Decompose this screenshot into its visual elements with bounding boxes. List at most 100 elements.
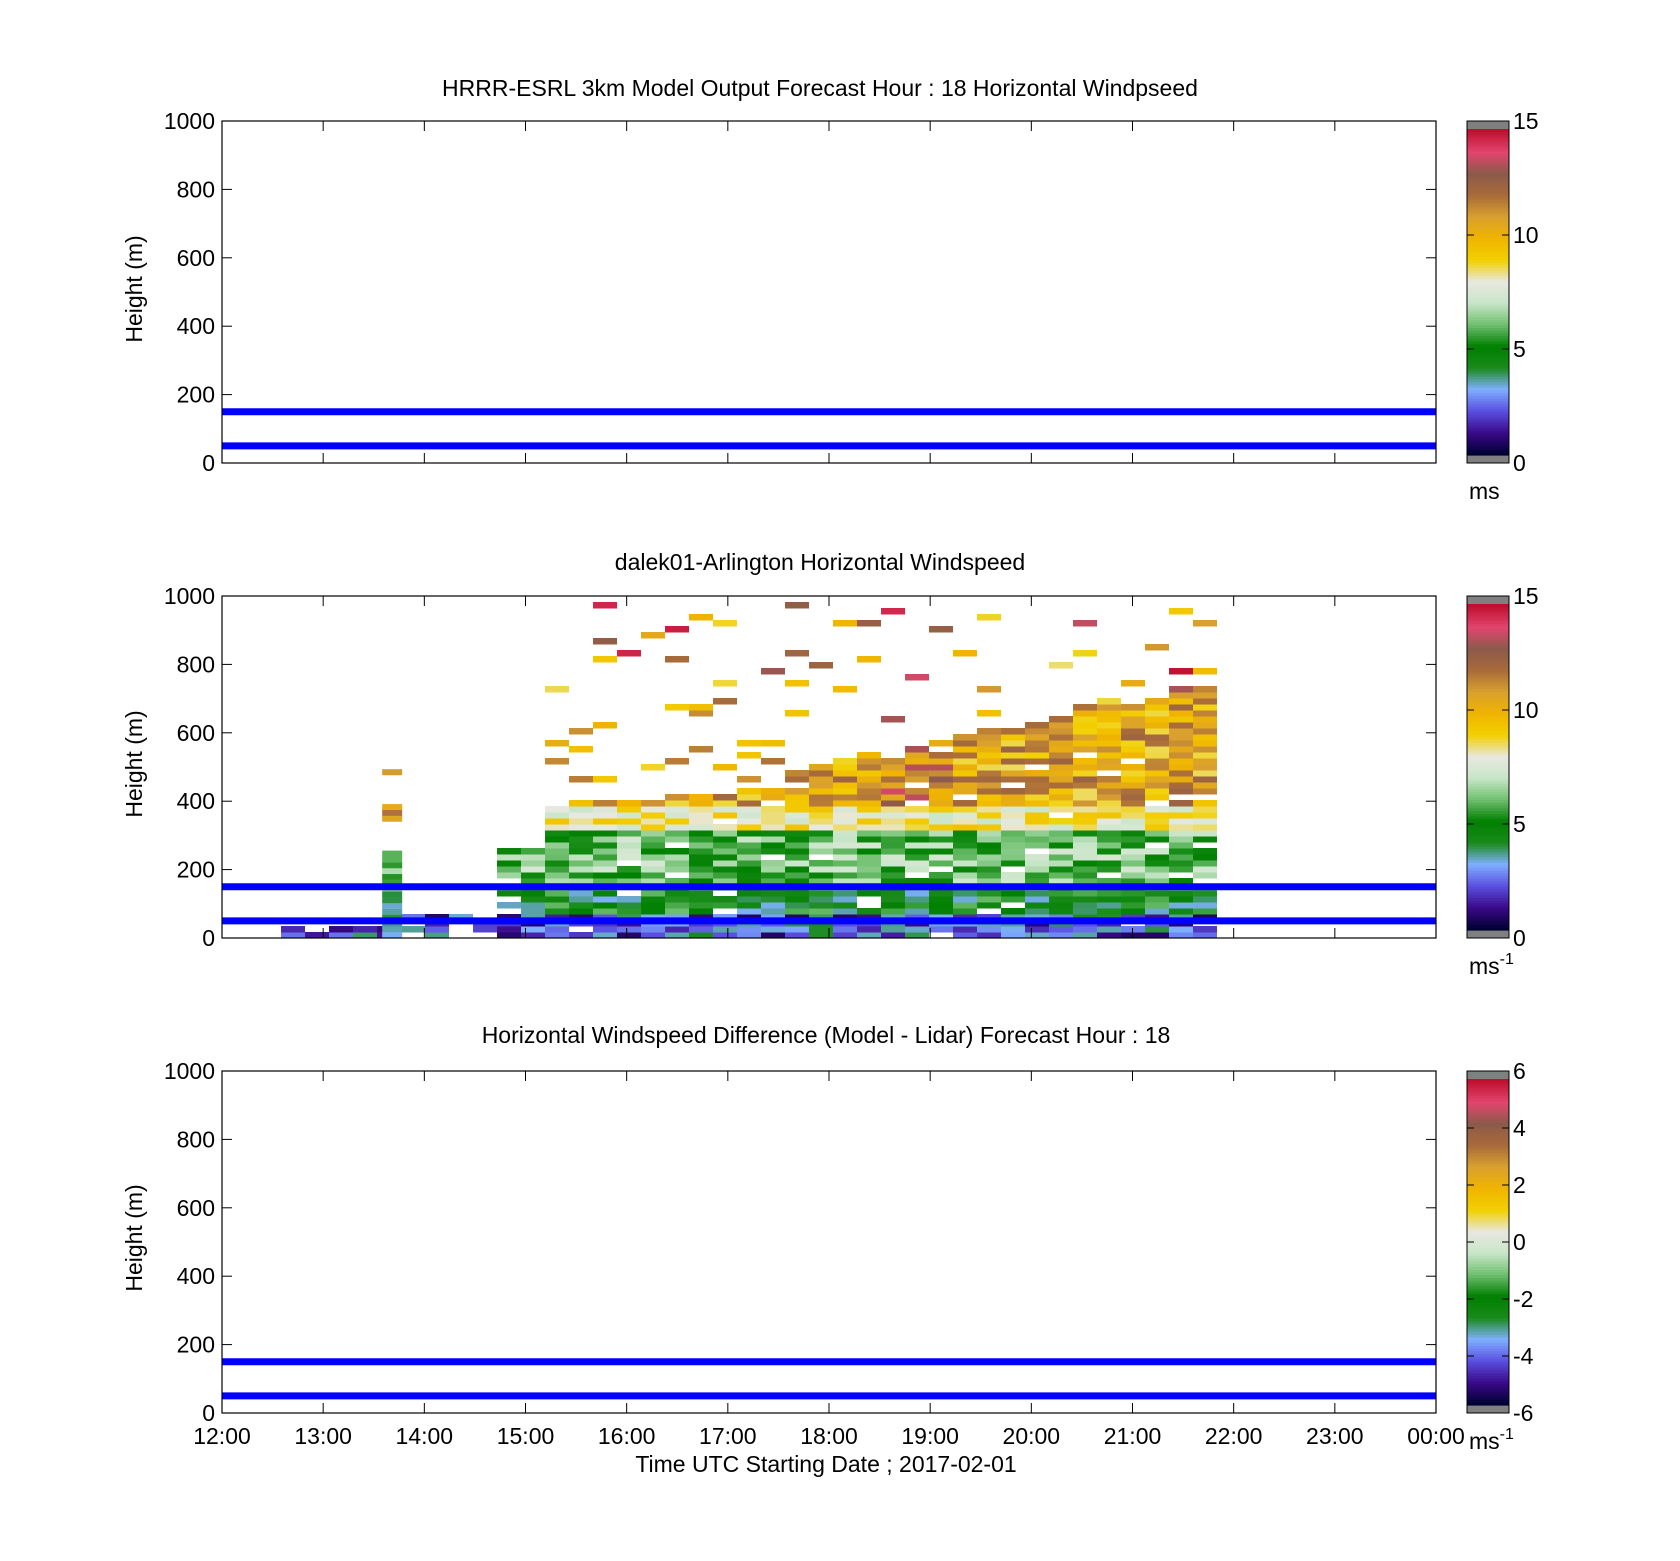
lidar-colorbar-segment <box>1467 919 1509 923</box>
lidar-data-cell <box>689 806 714 813</box>
lidar-data-cell <box>665 890 690 897</box>
diff-colorbar-segment <box>1467 1141 1509 1145</box>
lidar-y-tick-label: 0 <box>202 925 215 951</box>
lidar-data-cell <box>1025 758 1050 765</box>
lidar-data-cell <box>1169 800 1194 807</box>
lidar-data-cell <box>1001 848 1026 855</box>
lidar-data-cell <box>929 926 954 933</box>
lidar-data-cell <box>1169 848 1194 855</box>
lidar-colorbar-segment <box>1467 647 1509 651</box>
diff-plot-background <box>222 1071 1436 1413</box>
lidar-data-cell <box>761 872 786 879</box>
model-colorbar-segment <box>1467 327 1509 331</box>
lidar-data-cell <box>953 776 978 783</box>
lidar-data-cell <box>881 872 906 879</box>
lidar-data-cell <box>1169 704 1194 711</box>
lidar-data-cell <box>929 812 954 819</box>
lidar-data-cell <box>1121 848 1146 855</box>
lidar-data-cell <box>1193 908 1218 915</box>
lidar-data-cell <box>1193 728 1218 735</box>
lidar-data-cell <box>665 908 690 915</box>
lidar-data-cell <box>785 872 810 879</box>
lidar-colorbar-segment <box>1467 715 1509 719</box>
lidar-data-cell <box>881 776 906 783</box>
lidar-data-cell <box>425 914 450 921</box>
lidar-data-cell <box>977 710 1002 717</box>
lidar-data-cell <box>1121 806 1146 813</box>
lidar-colorbar-segment <box>1467 631 1509 635</box>
lidar-data-cell <box>737 752 762 759</box>
lidar-data-cell <box>1073 866 1098 873</box>
diff-colorbar-segment <box>1467 1108 1509 1113</box>
lidar-data-cell <box>881 764 906 771</box>
lidar-data-cell <box>737 878 762 885</box>
lidar-y-tick-label: 1000 <box>164 583 215 609</box>
lidar-data-cell <box>641 860 666 867</box>
model-colorbar-segment <box>1467 400 1509 404</box>
lidar-data-cell <box>1097 896 1122 903</box>
lidar-data-cell <box>1073 878 1098 885</box>
lidar-data-cell <box>689 794 714 801</box>
lidar-data-cell <box>665 824 690 831</box>
lidar-data-cell <box>1121 908 1146 915</box>
lidar-data-cell <box>833 824 858 831</box>
lidar-data-cell <box>809 788 834 795</box>
diff-colorbar-segment <box>1467 1168 1509 1172</box>
lidar-data-cell <box>977 818 1002 825</box>
lidar-colorbar-segment <box>1467 690 1509 695</box>
lidar-data-cell <box>737 896 762 903</box>
lidar-data-cell <box>497 848 522 855</box>
model-colorbar-segment <box>1467 183 1509 187</box>
lidar-data-cell <box>785 890 810 897</box>
lidar-data-cell <box>761 842 786 849</box>
lidar-data-cell <box>689 812 714 819</box>
lidar-colorbar-segment <box>1467 775 1509 779</box>
diff-colorbar-segment <box>1467 1111 1509 1115</box>
lidar-colorbar-segment <box>1467 921 1509 926</box>
model-colorbar-segment <box>1467 305 1509 309</box>
lidar-data-cell <box>1073 824 1098 831</box>
lidar-data-cell <box>382 908 403 915</box>
lidar-data-cell <box>713 764 738 771</box>
lidar-data-cell <box>1193 872 1218 879</box>
lidar-data-cell <box>689 926 714 933</box>
lidar-data-cell <box>977 932 1002 939</box>
lidar-data-cell <box>1145 788 1170 795</box>
lidar-colorbar-segment <box>1467 864 1509 869</box>
lidar-data-cell <box>881 830 906 837</box>
lidar-data-cell <box>761 866 786 873</box>
lidar-data-cell <box>401 926 426 933</box>
lidar-data-cell <box>737 842 762 849</box>
lidar-data-cell <box>665 800 690 807</box>
lidar-data-cell <box>1097 752 1122 759</box>
lidar-data-cell <box>593 914 618 921</box>
lidar-data-cell <box>953 806 978 813</box>
model-colorbar-segment <box>1467 338 1509 342</box>
lidar-data-cell <box>1145 746 1170 753</box>
lidar-data-cell <box>545 758 570 765</box>
lidar-data-cell <box>1169 686 1194 693</box>
lidar-data-cell <box>737 926 762 933</box>
model-colorbar-segment <box>1467 340 1509 345</box>
diff-colorbar-segment <box>1467 1130 1509 1134</box>
lidar-data-cell <box>977 686 1002 693</box>
lidar-data-cell <box>329 932 354 939</box>
lidar-data-cell <box>689 878 714 885</box>
lidar-data-cell <box>977 776 1002 783</box>
lidar-data-cell <box>1073 812 1098 819</box>
lidar-data-cell <box>929 878 954 885</box>
lidar-data-cell <box>1193 770 1218 777</box>
lidar-data-cell <box>1193 866 1218 873</box>
lidar-data-cell <box>1073 860 1098 867</box>
lidar-data-cell <box>1073 746 1098 753</box>
model-colorbar-segment <box>1467 354 1509 358</box>
lidar-data-cell <box>689 710 714 717</box>
model-colorbar-segment <box>1467 175 1509 179</box>
model-colorbar-segment <box>1467 427 1509 432</box>
lidar-data-cell <box>1121 932 1146 939</box>
lidar-data-cell <box>665 860 690 867</box>
lidar-data-cell <box>1169 770 1194 777</box>
diff-colorbar-segment <box>1467 1136 1509 1140</box>
model-colorbar-segment <box>1467 294 1509 299</box>
lidar-data-cell <box>569 902 594 909</box>
